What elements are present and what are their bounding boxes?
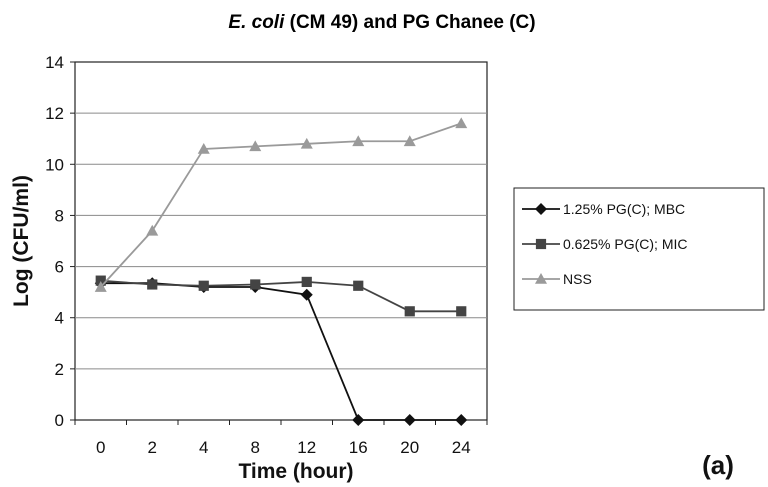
x-tick-label: 4 bbox=[199, 438, 208, 457]
x-axis-ticks: 0 2 4 8 12 16 20 24 bbox=[74, 420, 488, 457]
data-point bbox=[300, 137, 313, 149]
plot-area bbox=[74, 61, 488, 421]
y-tick-label: 4 bbox=[55, 309, 64, 328]
y-tick-label: 0 bbox=[55, 411, 64, 430]
series-1 bbox=[94, 277, 468, 426]
data-point bbox=[147, 279, 158, 290]
legend-marker bbox=[535, 203, 547, 215]
series-line bbox=[100, 282, 462, 421]
legend-marker bbox=[535, 238, 547, 250]
legend-label: 0.625% PG(C); MIC bbox=[563, 236, 687, 252]
x-tick-label: 0 bbox=[96, 438, 105, 457]
panel-label: (a) bbox=[702, 450, 734, 480]
y-tick-label: 12 bbox=[45, 104, 64, 123]
legend-label: NSS bbox=[563, 271, 592, 287]
x-tick-label: 16 bbox=[349, 438, 368, 457]
data-point bbox=[301, 276, 312, 288]
data-point bbox=[403, 135, 416, 147]
x-tick-label: 24 bbox=[452, 438, 471, 457]
x-tick-label: 2 bbox=[148, 438, 157, 457]
data-point bbox=[353, 280, 364, 291]
data-point bbox=[95, 275, 106, 286]
y-tick-label: 10 bbox=[45, 155, 64, 174]
data-point bbox=[197, 142, 210, 154]
legend: 1.25% PG(C); MBC 0.625% PG(C); MIC NSS bbox=[513, 187, 765, 311]
data-point bbox=[403, 414, 416, 426]
data-point bbox=[352, 414, 365, 426]
series-2 bbox=[95, 275, 467, 317]
series-layer bbox=[94, 117, 468, 426]
data-point bbox=[455, 117, 468, 129]
chart-title-rest: (CM 49) and PG Chanee (C) bbox=[284, 12, 535, 33]
chart-title-italic: E. coli bbox=[228, 12, 285, 33]
gridlines bbox=[75, 112, 487, 370]
data-point bbox=[198, 280, 209, 291]
y-tick-label: 2 bbox=[55, 360, 64, 379]
x-axis-title: Time (hour) bbox=[238, 460, 353, 483]
y-axis-ticks: 0 2 4 6 8 10 12 14 bbox=[45, 53, 75, 430]
y-tick-label: 6 bbox=[55, 258, 64, 277]
data-point bbox=[456, 306, 467, 317]
data-point bbox=[250, 279, 261, 290]
data-point bbox=[146, 224, 159, 236]
data-point bbox=[300, 288, 313, 301]
legend-marker bbox=[535, 273, 547, 284]
data-point bbox=[404, 306, 415, 317]
legend-label: 1.25% PG(C); MBC bbox=[563, 201, 685, 217]
chart-title: E. coli (CM 49) and PG Chanee (C) bbox=[228, 12, 535, 33]
data-point bbox=[249, 140, 262, 152]
y-axis-title: Log (CFU/ml) bbox=[10, 175, 33, 307]
series-3 bbox=[94, 117, 468, 292]
series-line bbox=[100, 122, 462, 288]
x-tick-label: 20 bbox=[400, 438, 419, 457]
data-point bbox=[94, 281, 107, 292]
data-point bbox=[352, 135, 365, 147]
x-tick-label: 12 bbox=[297, 438, 316, 457]
data-point bbox=[455, 414, 468, 426]
series-line bbox=[100, 279, 462, 313]
y-tick-label: 14 bbox=[45, 53, 64, 72]
y-tick-label: 8 bbox=[55, 206, 64, 225]
x-tick-label: 8 bbox=[251, 438, 260, 457]
